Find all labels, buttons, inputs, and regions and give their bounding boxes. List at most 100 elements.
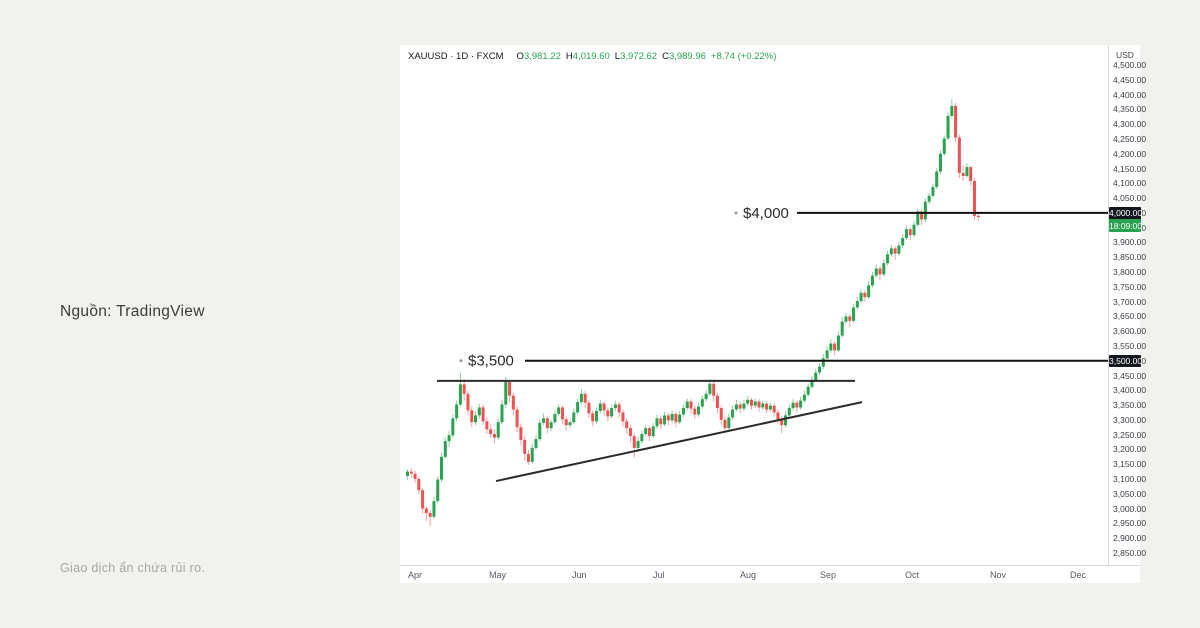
price-axis-tick: 3,450.00 — [1113, 370, 1147, 381]
candle-body — [904, 229, 908, 239]
candle-body — [780, 419, 784, 426]
time-axis-tick: May — [489, 570, 507, 580]
price-level-label[interactable]: $4,000 — [743, 205, 789, 222]
candlestick-plot[interactable]: $4,000 $3,500 — [400, 45, 1108, 565]
price-axis-tick: 4,250.00 — [1113, 134, 1147, 144]
ohlc-value: 3,989.96 — [668, 51, 706, 62]
price-axis-tick: 4,050.00 — [1113, 193, 1147, 204]
candle-body — [481, 407, 485, 422]
candle-body — [523, 439, 527, 454]
candle-body — [508, 382, 512, 396]
candle-body — [651, 426, 655, 437]
candle-body — [564, 419, 568, 426]
price-axis-tick: 4,200.00 — [1113, 148, 1147, 159]
ohlc-value: 3,972.62 — [620, 51, 658, 62]
candle-body — [504, 382, 508, 405]
candle-body — [477, 407, 481, 416]
time-axis-tick: Jun — [572, 570, 587, 580]
candle-body — [833, 343, 837, 351]
candle-body — [685, 401, 689, 409]
candle-body — [901, 238, 905, 246]
price-axis[interactable]: USD 4,500.00 4,450.00 4,400.00 4,350.00 4,30… — [1108, 45, 1146, 583]
triangle-support-line[interactable] — [495, 401, 863, 483]
level-anchor-dot — [459, 359, 463, 363]
candle-body — [428, 512, 432, 517]
candle-body — [840, 321, 844, 336]
time-axis-tick: Sep — [820, 570, 837, 580]
candle-body — [893, 248, 897, 254]
candle-body — [723, 419, 727, 429]
candle-body — [406, 471, 409, 477]
candle-body — [912, 224, 916, 236]
candle-body — [882, 263, 886, 275]
candle-body — [863, 292, 867, 298]
candle-body — [432, 501, 436, 517]
change-value: +8.74 (+0.22%) — [710, 51, 777, 62]
candle-body — [795, 402, 799, 408]
candle-body — [625, 421, 629, 429]
price-axis-tick: 2,900.00 — [1113, 533, 1147, 544]
candle-body — [409, 471, 413, 474]
price-axis-tick: 3,050.00 — [1113, 488, 1147, 499]
candle-body — [836, 335, 840, 351]
candle-body — [746, 399, 750, 404]
candle-body — [829, 343, 833, 351]
candle-body — [787, 408, 791, 416]
candle-body — [602, 403, 606, 411]
time-axis[interactable]: Apr May Jun Jul Aug Sep Oct Nov Dec — [400, 565, 1140, 583]
candle-body — [878, 268, 882, 275]
candle-body — [462, 384, 466, 394]
price-axis-tick: 3,650.00 — [1113, 311, 1147, 322]
price-axis-tick: 4,100.00 — [1113, 178, 1147, 189]
candle-body — [640, 434, 644, 442]
candle-body — [413, 473, 417, 479]
candle-body — [621, 412, 625, 422]
candle-body — [961, 173, 965, 176]
time-axis-tick: Apr — [408, 570, 423, 580]
currency-label[interactable]: USD — [1116, 50, 1134, 60]
candle-body — [976, 215, 980, 218]
candle-body — [644, 428, 648, 435]
price-axis-tick: 3,300.00 — [1113, 414, 1147, 425]
candle-body — [500, 404, 504, 423]
price-axis-tick: 3,150.00 — [1113, 459, 1147, 470]
price-level-label[interactable]: $3,500 — [468, 353, 514, 370]
candle-body — [553, 413, 557, 423]
candle-body — [852, 307, 856, 321]
candle-body — [855, 301, 859, 308]
candle-body — [470, 410, 474, 423]
candle-body — [572, 412, 576, 423]
candle-body — [595, 410, 598, 422]
price-axis-tick: 4,150.00 — [1113, 163, 1147, 174]
level-axis-price-box: 4,000.00 — [1109, 206, 1143, 219]
level-axis-price-box: 3,500.00 — [1109, 354, 1143, 367]
price-axis-tick: 3,600.00 — [1113, 326, 1147, 337]
price-axis-tick: 3,000.00 — [1113, 503, 1147, 514]
candle-body — [598, 403, 602, 411]
price-axis-tick: 4,500.00 — [1113, 60, 1147, 71]
level-anchor-dot — [734, 211, 738, 215]
candle-body — [636, 441, 640, 448]
candle-body — [753, 401, 757, 406]
candle-body — [417, 478, 421, 491]
price-axis-tick: 3,700.00 — [1113, 296, 1147, 307]
candle-body — [844, 316, 848, 322]
candle-body — [731, 409, 735, 418]
candle-body — [742, 403, 746, 409]
candle-body — [704, 393, 708, 400]
price-axis-tick: 2,850.00 — [1113, 547, 1147, 558]
candle-body — [659, 418, 663, 425]
price-axis-tick: 3,800.00 — [1113, 267, 1147, 278]
candle-body — [587, 402, 591, 414]
ohlc-key: H — [565, 51, 573, 62]
candle-body — [920, 211, 924, 220]
candle-body — [931, 186, 935, 196]
candle-body — [451, 418, 455, 436]
candle-body — [757, 401, 761, 408]
symbol-title[interactable]: XAUUSD · 1D · FXCM — [408, 51, 504, 62]
ohlc-key: C — [662, 51, 669, 62]
candle-body — [715, 395, 719, 409]
price-axis-tick: 3,100.00 — [1113, 473, 1147, 484]
candle-body — [957, 137, 961, 174]
